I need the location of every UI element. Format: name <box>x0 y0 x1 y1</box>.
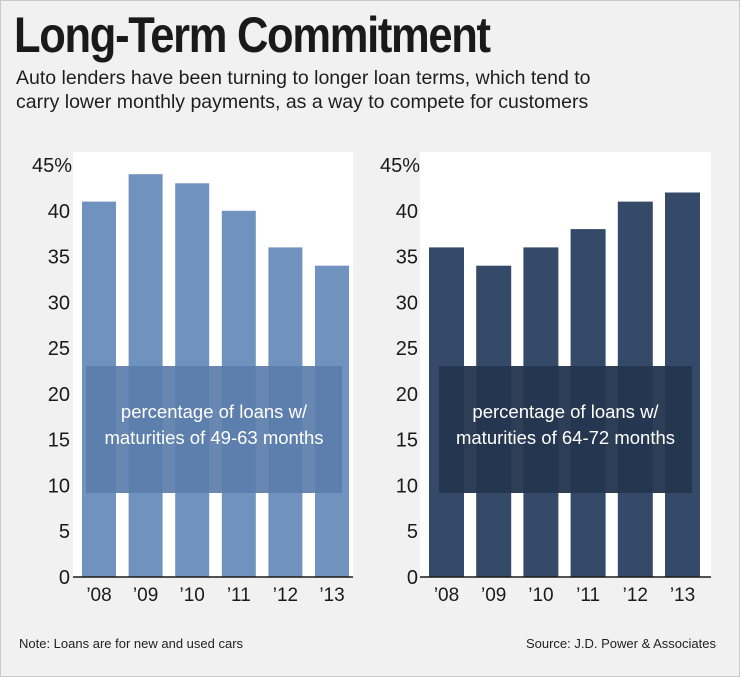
y-tick-label: 10 <box>396 475 418 497</box>
x-tick-label: ’11 <box>227 585 251 606</box>
subtitle-line-1: Auto lenders have been turning to longer… <box>16 67 591 89</box>
x-tick-label: ’10 <box>180 585 205 606</box>
bar-chart-1: 45% 40 35 30 25 20 15 10 5 0 ’08 ’09 ’10 ’11 ’12 ’13 per… <box>32 152 353 606</box>
chart-title: Long-Term Commitment <box>14 7 491 63</box>
series-label-line-1: percentage of loans w/ <box>121 401 308 422</box>
series-label-line-2: maturities of 64-72 months <box>456 427 675 448</box>
bar-chart-2: 45% 40 35 30 25 20 15 10 5 0 ’08 ’09 ’10 ’11 ’12 ’13 per… <box>380 152 711 606</box>
y-tick-label: 20 <box>48 384 70 406</box>
x-tick-label: ’08 <box>434 585 459 606</box>
plot-panel <box>73 152 353 577</box>
y-tick-label: 30 <box>48 292 70 314</box>
y-tick-label: 5 <box>407 521 418 543</box>
y-tick-label: 30 <box>396 292 418 314</box>
y-tick-label: 20 <box>396 384 418 406</box>
x-tick-label: ’10 <box>528 585 553 606</box>
note-text: Note: Loans are for new and used cars <box>19 636 244 651</box>
y-tick-label: 25 <box>48 338 70 360</box>
y-tick-label: 40 <box>48 201 70 223</box>
series-label-box <box>86 366 342 493</box>
y-tick-label: 10 <box>48 475 70 497</box>
plot-panel <box>420 152 711 577</box>
series-label-line-2: maturities of 49-63 months <box>104 427 323 448</box>
y-tick-label: 35 <box>48 247 70 269</box>
x-tick-label: ’12 <box>623 585 648 606</box>
source-text: Source: J.D. Power & Associates <box>525 636 716 651</box>
y-tick-label: 5 <box>59 521 70 543</box>
y-tick-label: 15 <box>396 430 418 452</box>
y-tick-label: 0 <box>59 567 70 589</box>
x-tick-label: ’09 <box>481 585 506 606</box>
x-tick-label: ’13 <box>670 585 695 606</box>
y-tick-label: 40 <box>396 201 418 223</box>
subtitle-line-2: carry lower monthly payments, as a way t… <box>16 91 589 113</box>
x-tick-label: ’11 <box>576 585 600 606</box>
x-tick-label: ’08 <box>86 585 111 606</box>
series-label-line-1: percentage of loans w/ <box>472 401 659 422</box>
y-tick-label: 45% <box>32 155 72 177</box>
series-label-box <box>439 366 692 493</box>
y-tick-label: 45% <box>380 155 420 177</box>
y-tick-label: 25 <box>396 338 418 360</box>
x-tick-label: ’09 <box>133 585 158 606</box>
y-tick-label: 15 <box>48 430 70 452</box>
y-tick-label: 0 <box>407 567 418 589</box>
x-tick-label: ’13 <box>319 585 344 606</box>
y-tick-label: 35 <box>396 247 418 269</box>
x-tick-label: ’12 <box>273 585 298 606</box>
chart-subtitle: Auto lenders have been turning to longer… <box>16 66 728 114</box>
